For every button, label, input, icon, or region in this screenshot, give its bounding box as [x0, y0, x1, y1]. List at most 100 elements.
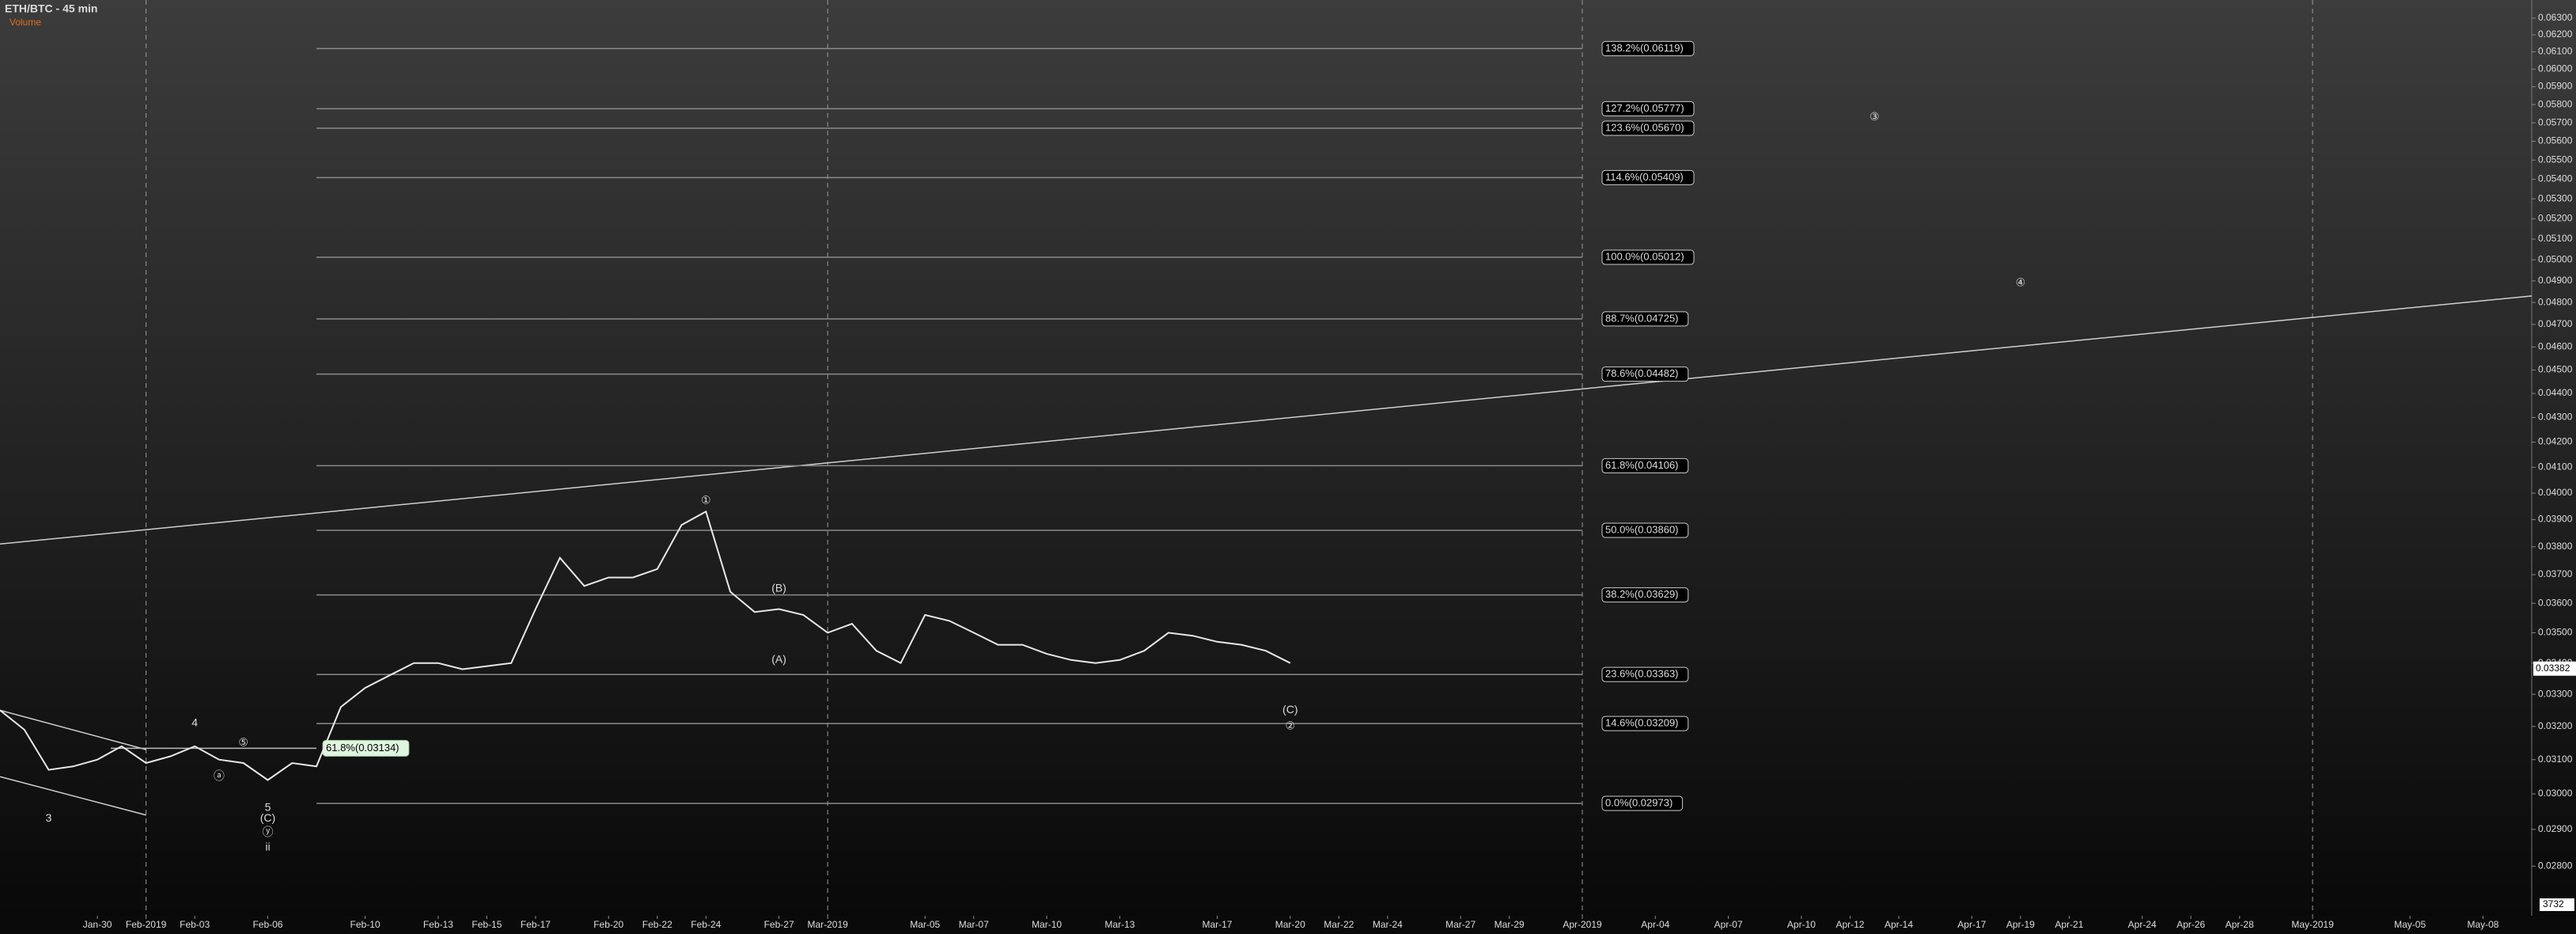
y-tick-label: 0.05500	[2538, 154, 2573, 165]
y-tick-label: 0.04700	[2538, 318, 2573, 329]
fib-label: 23.6%(0.03363)	[1605, 668, 1679, 680]
trendline	[0, 709, 146, 750]
x-tick-label: Mar-07	[959, 919, 989, 930]
wave-label: ①	[701, 494, 711, 507]
wave-label: (B)	[771, 582, 786, 594]
volume-label: 3732	[2543, 898, 2564, 909]
x-tick-label: May-08	[2467, 919, 2498, 930]
wave-label: ⓐ	[214, 769, 225, 782]
x-tick-label: Feb-15	[472, 919, 502, 930]
fib-label: 38.2%(0.03629)	[1605, 588, 1679, 600]
price-line	[0, 510, 1291, 781]
extra-level-box	[322, 739, 410, 757]
x-tick-label: May-05	[2394, 919, 2426, 930]
x-tick-label: Feb-17	[521, 919, 551, 930]
fib-label-box	[1601, 249, 1695, 265]
y-tick-label: 0.05200	[2538, 213, 2573, 224]
x-tick-label: Mar-22	[1324, 919, 1354, 930]
fib-label: 138.2%(0.06119)	[1605, 42, 1684, 54]
wave-label: ④	[2016, 275, 2026, 288]
fib-label-box	[1601, 311, 1689, 327]
y-tick-label: 0.03500	[2538, 627, 2573, 638]
fib-label-box	[1601, 366, 1689, 382]
x-tick-label: Feb-20	[593, 919, 623, 930]
wave-label: 3	[46, 811, 52, 824]
x-tick-label: Feb-24	[691, 919, 721, 930]
y-tick-label: 0.04800	[2538, 296, 2573, 307]
y-tick-label: 0.05000	[2538, 253, 2573, 264]
y-tick-label: 0.05600	[2538, 135, 2573, 146]
x-tick-label: Mar-17	[1202, 919, 1232, 930]
x-tick-label: Feb-06	[252, 919, 282, 930]
fib-label-box	[1601, 522, 1689, 538]
x-tick-label: Mar-20	[1275, 919, 1305, 930]
x-tick-label: Apr-24	[2128, 919, 2157, 930]
last-price-label: 0.03382	[2536, 663, 2570, 674]
x-tick-label: Mar-10	[1032, 919, 1062, 930]
fib-label-box	[1601, 795, 1684, 811]
trendline	[0, 776, 146, 816]
x-tick-label: Jan-30	[83, 919, 112, 930]
y-tick-label: 0.06300	[2538, 12, 2573, 23]
fib-label-box	[1601, 458, 1689, 473]
x-tick-label: Apr-07	[1714, 919, 1743, 930]
x-tick-label: Apr-17	[1957, 919, 1986, 930]
wave-label: ⑤	[238, 735, 248, 748]
fib-label: 61.8%(0.04106)	[1605, 459, 1679, 471]
y-tick-label: 0.03100	[2538, 754, 2573, 765]
fib-label-box	[1601, 101, 1695, 116]
y-tick-label: 0.05300	[2538, 192, 2573, 203]
y-tick-label: 0.05100	[2538, 233, 2573, 244]
x-tick-label: Feb-13	[423, 919, 453, 930]
y-tick-label: 0.03700	[2538, 568, 2573, 579]
y-tick-label: 0.04900	[2538, 275, 2573, 286]
x-tick-label: Apr-21	[2055, 919, 2083, 930]
y-tick-label: 0.04300	[2538, 412, 2573, 423]
x-tick-label: Mar-05	[910, 919, 940, 930]
wave-label: 5	[265, 800, 271, 813]
y-tick-label: 0.06100	[2538, 46, 2573, 57]
fib-label: 114.6%(0.05409)	[1605, 171, 1684, 183]
wave-label: ②	[1285, 719, 1295, 731]
trendline	[0, 295, 2532, 545]
x-tick-label: Apr-10	[1787, 919, 1816, 930]
fib-label-box	[1601, 666, 1689, 682]
y-tick-label: 0.05700	[2538, 116, 2573, 127]
y-tick-label: 0.03800	[2538, 541, 2573, 552]
y-tick-label: 0.05900	[2538, 81, 2573, 92]
subtitle: Volume	[9, 17, 41, 28]
x-tick-label: Feb-03	[180, 919, 210, 930]
x-tick-label: Feb-2019	[126, 919, 167, 930]
x-tick-label: Feb-22	[642, 919, 672, 930]
y-tick-label: 0.02800	[2538, 860, 2573, 871]
y-tick-label: 0.04600	[2538, 341, 2573, 352]
wave-label: ③	[1869, 110, 1880, 123]
wave-label: ii	[265, 841, 270, 853]
fib-label: 0.0%(0.02973)	[1605, 796, 1673, 808]
fib-label: 127.2%(0.05777)	[1605, 102, 1684, 114]
y-tick-label: 0.06200	[2538, 28, 2573, 40]
wave-label: (A)	[771, 653, 786, 666]
y-tick-label: 0.03900	[2538, 514, 2573, 525]
y-tick-label: 0.05400	[2538, 173, 2573, 184]
volume-box	[2540, 898, 2574, 911]
x-tick-label: Apr-04	[1641, 919, 1669, 930]
x-tick-label: Apr-2019	[1563, 919, 1602, 930]
y-tick-label: 0.05800	[2538, 98, 2573, 109]
wave-label: (C)	[260, 811, 275, 824]
y-tick-label: 0.04400	[2538, 387, 2573, 398]
x-tick-label: Feb-10	[350, 919, 381, 930]
fib-label: 100.0%(0.05012)	[1605, 250, 1684, 262]
x-tick-label: Feb-27	[764, 919, 794, 930]
fib-label: 78.6%(0.04482)	[1605, 367, 1679, 379]
x-tick-label: Mar-27	[1445, 919, 1476, 930]
fib-label: 123.6%(0.05670)	[1605, 121, 1684, 133]
x-tick-label: Apr-12	[1835, 919, 1864, 930]
chart-title: ETH/BTC - 45 min	[5, 2, 97, 15]
wave-label: (C)	[1282, 703, 1297, 716]
fib-label: 14.6%(0.03209)	[1605, 717, 1679, 729]
wave-label: ⓨ	[262, 826, 273, 838]
